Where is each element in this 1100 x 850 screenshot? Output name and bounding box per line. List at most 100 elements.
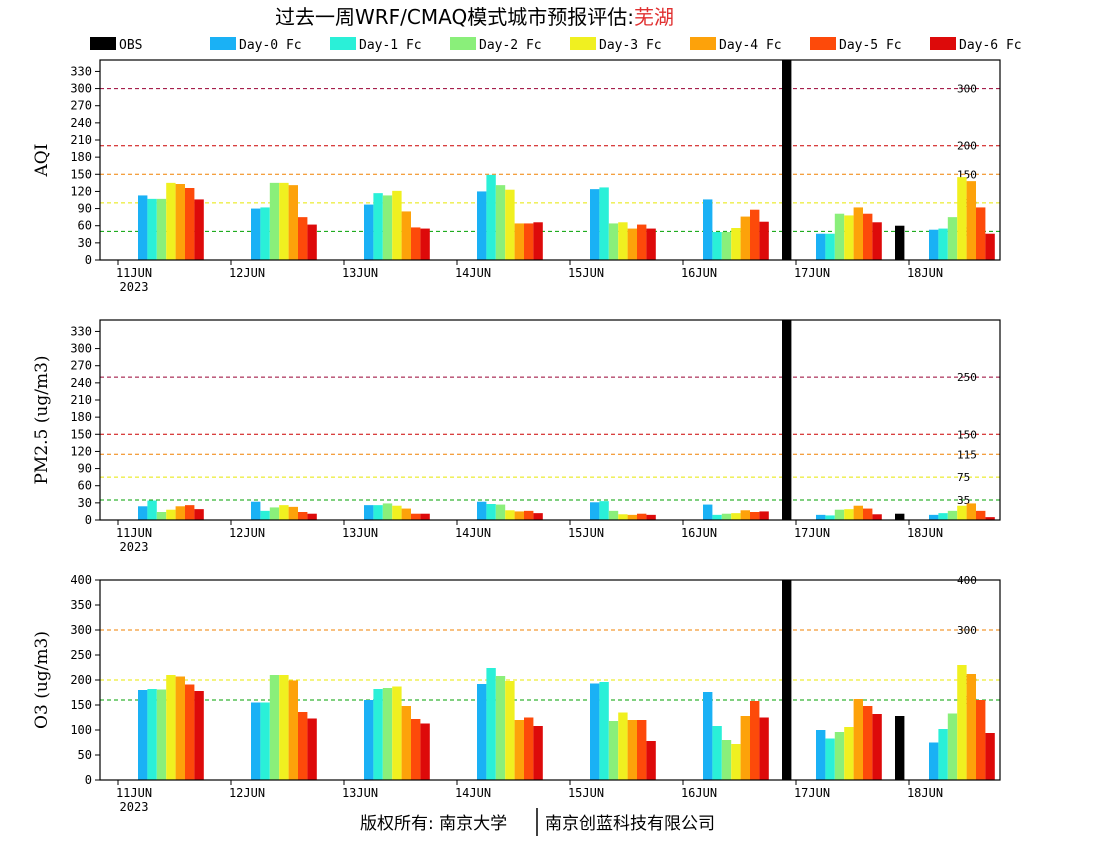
- bar-day-5-fc: [298, 217, 308, 260]
- title-main: 过去一周WRF/CMAQ模式城市预报评估:: [275, 5, 634, 29]
- bar-day-6-fc: [420, 723, 430, 780]
- bar-day-5-fc: [185, 505, 195, 520]
- y-tick-label: 150: [70, 698, 92, 712]
- legend: OBS Day-0 Fc Day-1 Fc Day-2 Fc Day-3 Fc Day-4…: [90, 37, 1022, 53]
- x-tick-label: 15JUN: [568, 526, 604, 540]
- x-tick-label: 14JUN: [455, 526, 491, 540]
- bar-day-0-fc: [929, 742, 939, 780]
- bar-day-5-fc: [976, 700, 986, 780]
- bar-day-3-fc: [844, 727, 854, 780]
- threshold-label: 75: [957, 471, 970, 484]
- legend-item: OBS: [90, 37, 142, 53]
- legend-label: Day-6 Fc: [959, 38, 1022, 53]
- y-axis-label: O3 (ug/m3): [32, 631, 52, 729]
- bar-day-5-fc: [750, 512, 760, 520]
- bar-day-5-fc: [976, 207, 986, 260]
- bar-day-1-fc: [147, 500, 157, 520]
- y-tick-label: 300: [70, 342, 92, 356]
- bar-day-2-fc: [495, 185, 506, 260]
- bar-day-3-fc: [279, 675, 289, 780]
- bar-day-4-fc: [401, 211, 411, 260]
- bar-day-0-fc: [251, 501, 261, 520]
- bar-day-4-fc: [401, 706, 411, 780]
- y-tick-label: 250: [70, 648, 92, 662]
- bar-day-0-fc: [364, 700, 374, 780]
- bar-day-4-fc: [853, 699, 863, 780]
- bar-day-3-fc: [392, 686, 402, 780]
- x-tick-label: 13JUN: [342, 266, 378, 280]
- legend-swatch: [210, 37, 236, 50]
- chart-title: 过去一周WRF/CMAQ模式城市预报评估:芜湖: [275, 5, 674, 29]
- legend-label: Day-5 Fc: [839, 38, 902, 53]
- bar-day-5-fc: [637, 720, 647, 780]
- bar-day-0-fc: [929, 514, 939, 520]
- bar-day-1-fc: [373, 689, 383, 780]
- x-tick-label: 16JUN: [681, 266, 717, 280]
- bar-day-3-fc: [731, 744, 741, 780]
- legend-label: Day-1 Fc: [359, 38, 422, 53]
- bar-day-6-fc: [533, 222, 543, 260]
- legend-swatch: [330, 37, 356, 50]
- y-tick-label: 330: [70, 324, 92, 338]
- legend-label: Day-3 Fc: [599, 38, 662, 53]
- legend-item: Day-3 Fc: [570, 37, 662, 53]
- bar-day-5-fc: [185, 188, 195, 260]
- bar-day-5-fc: [863, 508, 873, 520]
- bar-day-0-fc: [251, 702, 261, 780]
- bar-day-1-fc: [147, 198, 157, 260]
- bar-day-1-fc: [712, 726, 722, 780]
- chart-panel: 5010015020030003060901201501802102402703…: [32, 59, 1001, 294]
- bar-day-6-fc: [194, 691, 204, 780]
- legend-item: Day-2 Fc: [450, 37, 542, 53]
- bar-day-0-fc: [590, 189, 600, 260]
- bar-obs: [782, 60, 792, 260]
- bar-day-3-fc: [957, 177, 967, 260]
- threshold-label: 300: [957, 83, 977, 96]
- y-tick-label: 300: [70, 623, 92, 637]
- bar-day-6-fc: [759, 717, 769, 780]
- bar-day-4-fc: [853, 207, 863, 260]
- bar-obs: [895, 513, 905, 520]
- bar-day-1-fc: [147, 689, 157, 780]
- bar-day-3-fc: [957, 505, 967, 520]
- bar-day-0-fc: [703, 692, 713, 780]
- x-tick-label: 18JUN: [907, 786, 943, 800]
- bar-day-2-fc: [834, 509, 845, 520]
- bar-day-2-fc: [608, 510, 619, 520]
- bar-day-0-fc: [138, 195, 148, 260]
- bar-day-3-fc: [392, 505, 402, 520]
- y-tick-label: 270: [70, 359, 92, 373]
- bar-day-4-fc: [401, 508, 411, 520]
- bar-day-0-fc: [251, 208, 261, 260]
- bar-day-5-fc: [185, 684, 195, 780]
- bar-day-2-fc: [269, 675, 280, 780]
- x-year-label: 2023: [120, 540, 149, 554]
- legend-swatch: [570, 37, 596, 50]
- y-tick-label: 350: [70, 598, 92, 612]
- bar-day-3-fc: [505, 681, 515, 780]
- y-tick-label: 60: [78, 479, 92, 493]
- x-tick-label: 18JUN: [907, 266, 943, 280]
- bar-day-1-fc: [938, 729, 948, 780]
- bar-day-4-fc: [175, 506, 185, 520]
- bar-day-6-fc: [872, 222, 882, 260]
- plot-frame: [99, 59, 1001, 261]
- footer-copyright: 版权所有: 南京大学: [360, 814, 507, 834]
- title-city: 芜湖: [634, 5, 674, 29]
- bar-day-4-fc: [966, 503, 976, 520]
- bar-day-1-fc: [938, 228, 948, 260]
- threshold-label: 200: [957, 140, 977, 153]
- bar-day-4-fc: [514, 511, 524, 520]
- bar-day-4-fc: [175, 676, 185, 780]
- y-tick-label: 0: [85, 253, 92, 267]
- bar-day-2-fc: [947, 713, 958, 780]
- bar-day-5-fc: [976, 510, 986, 520]
- bar-day-1-fc: [712, 232, 722, 260]
- bar-day-3-fc: [392, 190, 402, 260]
- bar-day-1-fc: [599, 501, 609, 520]
- bar-day-0-fc: [816, 514, 826, 520]
- bar-day-3-fc: [618, 712, 628, 780]
- bar-day-0-fc: [590, 502, 600, 520]
- bar-obs: [782, 320, 792, 520]
- bar-day-2-fc: [721, 740, 732, 780]
